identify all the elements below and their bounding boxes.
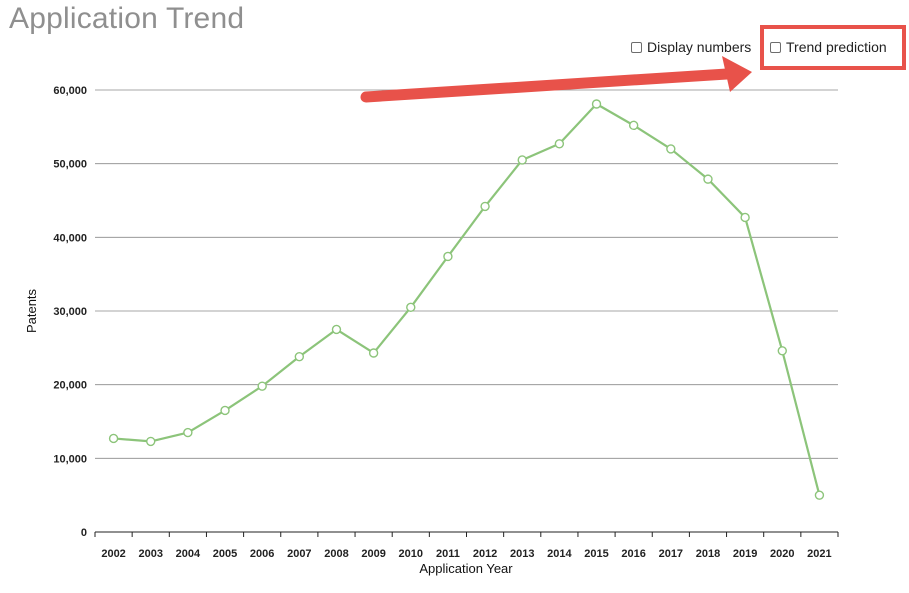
data-point	[741, 213, 749, 221]
y-tick-label: 20,000	[53, 380, 87, 392]
annotation-arrow-shaft	[366, 74, 727, 97]
x-tick-label: 2016	[621, 548, 645, 560]
x-tick-label: 2003	[138, 548, 162, 560]
x-tick-label: 2019	[733, 548, 757, 560]
data-point	[704, 175, 712, 183]
y-tick-label: 30,000	[53, 306, 87, 318]
series-line-path	[114, 104, 820, 495]
x-tick-label: 2006	[250, 548, 274, 560]
data-point	[407, 303, 415, 311]
x-tick-label: 2017	[659, 548, 683, 560]
x-tick-label: 2013	[510, 548, 534, 560]
data-point	[110, 434, 118, 442]
x-tick-label: 2002	[101, 548, 125, 560]
data-point	[184, 429, 192, 437]
y-tick-label: 50,000	[53, 159, 87, 171]
x-tick-label: 2007	[287, 548, 311, 560]
x-tick-label: 2005	[213, 548, 237, 560]
data-point	[444, 252, 452, 260]
grid-lines	[95, 90, 838, 458]
y-tick-label: 10,000	[53, 453, 87, 465]
x-tick-label: 2012	[473, 548, 497, 560]
y-tick-label: 40,000	[53, 232, 87, 244]
x-tick-label: 2014	[547, 548, 572, 560]
data-point	[258, 382, 266, 390]
y-axis-label: Patents	[24, 288, 39, 333]
x-tick-label: 2008	[324, 548, 348, 560]
data-point	[295, 353, 303, 361]
x-tick-label: 2015	[584, 548, 608, 560]
data-point	[555, 140, 563, 148]
x-tick-label: 2020	[770, 548, 794, 560]
data-point	[332, 325, 340, 333]
data-point	[593, 100, 601, 108]
y-tick-label: 60,000	[53, 85, 87, 97]
y-tick-label: 0	[81, 527, 87, 539]
data-point	[221, 406, 229, 414]
data-point	[815, 491, 823, 499]
x-tick-label: 2021	[807, 548, 831, 560]
data-point	[147, 437, 155, 445]
data-point	[481, 202, 489, 210]
x-tick-label: 2009	[361, 548, 385, 560]
x-axis-label: Application Year	[419, 561, 513, 576]
data-point	[370, 349, 378, 357]
x-tick-label: 2018	[696, 548, 720, 560]
x-tick-label: 2004	[176, 548, 201, 560]
annotation-arrow	[366, 56, 752, 97]
series-line	[110, 100, 824, 499]
data-point	[778, 347, 786, 355]
data-point	[630, 121, 638, 129]
y-tick-labels: 0 10,000 20,000 30,000 40,000 50,000 60,000	[53, 85, 87, 539]
x-tick-label: 2011	[436, 548, 460, 560]
data-point	[667, 145, 675, 153]
x-tick-label: 2010	[399, 548, 423, 560]
x-axis: 2002 2003 2004 2005 2006 2007 2008 2009 2010 2011…	[95, 532, 838, 560]
data-point	[518, 156, 526, 164]
annotation-arrow-head	[722, 56, 752, 92]
